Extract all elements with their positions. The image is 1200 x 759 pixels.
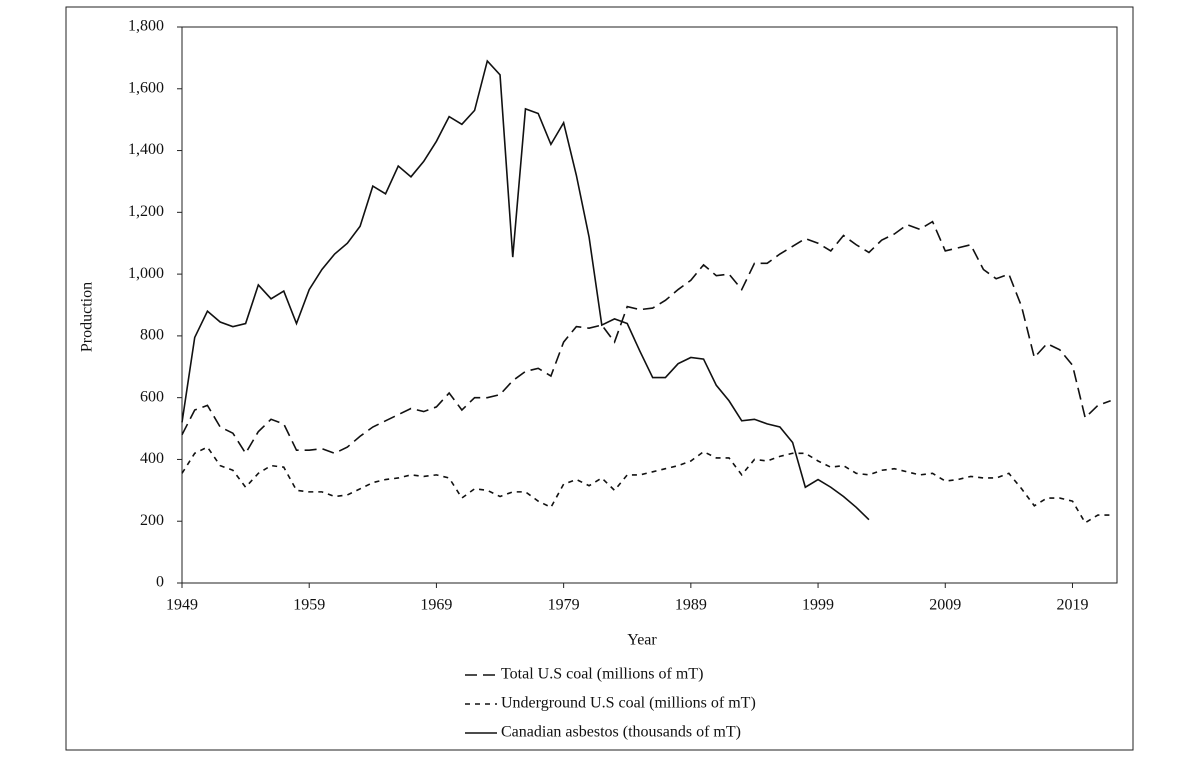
x-tick-label: 2019 xyxy=(1056,597,1088,614)
y-tick-label: 600 xyxy=(140,388,164,405)
series-line xyxy=(181,446,1111,524)
y-tick-label: 1,400 xyxy=(128,141,164,158)
legend-label: Canadian asbestos (thousands of mT) xyxy=(501,724,741,741)
x-tick-label: 1999 xyxy=(802,597,834,614)
frame xyxy=(65,6,1134,751)
y-axis-title: Production xyxy=(79,282,96,352)
y-tick-label: 200 xyxy=(140,512,164,529)
x-tick-label: 1959 xyxy=(293,597,325,614)
series-line xyxy=(181,59,870,521)
x-tick-label: 1979 xyxy=(548,597,580,614)
x-tick-label: 1969 xyxy=(420,597,452,614)
y-tick-label: 800 xyxy=(140,327,164,344)
x-tick-label: 2009 xyxy=(929,597,961,614)
legend-label: Total U.S coal (millions of mT) xyxy=(501,666,703,683)
x-tick-label: 1949 xyxy=(166,597,198,614)
x-axis-title: Year xyxy=(627,632,657,649)
y-tick-label: 0 xyxy=(156,574,164,591)
y-tick-label: 1,200 xyxy=(128,203,164,220)
series-line xyxy=(181,220,1111,455)
y-tick-label: 1,000 xyxy=(128,265,164,282)
plot-area xyxy=(181,26,1118,584)
x-tick-label: 1989 xyxy=(675,597,707,614)
y-tick-label: 400 xyxy=(140,450,164,467)
y-tick-label: 1,800 xyxy=(128,18,164,35)
legend-label: Underground U.S coal (millions of mT) xyxy=(501,695,756,712)
y-tick-label: 1,600 xyxy=(128,79,164,96)
